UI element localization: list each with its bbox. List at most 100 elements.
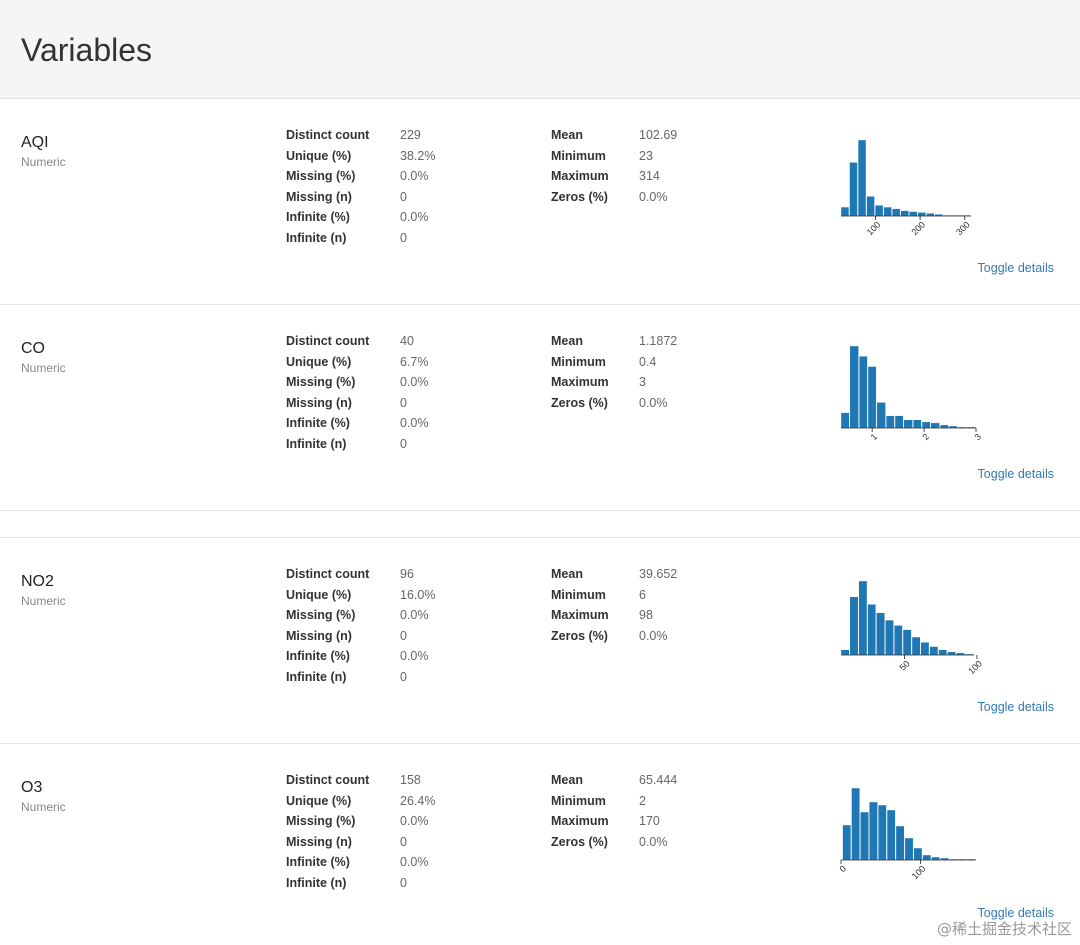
- stat-value: 2: [639, 793, 646, 808]
- toggle-details-link[interactable]: Toggle details: [977, 467, 1054, 481]
- stat-value: 0: [400, 189, 407, 204]
- histogram-bar: [876, 612, 885, 656]
- stats-table-summary: Mean 39.652 Minimum 6 Maximum 98 Zeros (%) 0.0%: [551, 564, 677, 646]
- histogram-bar: [930, 422, 940, 429]
- histogram-bar: [904, 837, 914, 861]
- stat-row: Zeros (%) 0.0%: [551, 187, 677, 208]
- histogram-bar: [894, 625, 903, 656]
- stat-label: Maximum: [551, 608, 609, 623]
- histogram-bar: [849, 162, 858, 217]
- stat-label: Unique (%): [286, 354, 352, 369]
- stat-row: Mean 102.69: [551, 125, 677, 146]
- stat-label: Missing (n): [286, 189, 352, 204]
- stat-label: Infinite (%): [286, 855, 350, 870]
- histogram-bar: [857, 139, 867, 217]
- stats-table-basic: Distinct count 40 Unique (%) 6.7% Missing (%…: [286, 331, 429, 454]
- stat-value: 0.0%: [400, 649, 429, 664]
- histogram-bar: [895, 825, 905, 861]
- stat-row: Infinite (n) 0: [286, 434, 429, 455]
- stat-label: Unique (%): [286, 148, 352, 163]
- stat-row: Infinite (%) 0.0%: [286, 207, 435, 228]
- histogram-bar: [876, 402, 886, 429]
- variable-name: CO: [21, 340, 45, 357]
- stat-label: Zeros (%): [551, 395, 608, 410]
- toggle-details-link[interactable]: Toggle details: [977, 700, 1054, 714]
- stat-label: Maximum: [551, 814, 609, 829]
- stat-row: Unique (%) 6.7%: [286, 352, 429, 373]
- stat-label: Infinite (%): [286, 649, 350, 664]
- histogram-bar: [938, 649, 948, 656]
- histogram-bar: [885, 415, 895, 429]
- histogram-bar: [866, 196, 875, 217]
- stat-row: Missing (n) 0: [286, 187, 435, 208]
- variable-section: AQI Numeric Distinct count 229 Unique (%) 38.…: [0, 99, 1080, 299]
- variable-type: Numeric: [21, 800, 66, 814]
- variable-section: NO2 Numeric Distinct count 96 Unique (%) 16.0…: [0, 538, 1080, 738]
- stat-value: 0: [400, 834, 407, 849]
- stat-value: 0.0%: [400, 169, 429, 184]
- stats-table-summary: Mean 65.444 Minimum 2 Maximum 170 Zeros (%) 0.0…: [551, 770, 677, 852]
- stats-table-basic: Distinct count 158 Unique (%) 26.4% Missing …: [286, 770, 435, 893]
- variable-name: O3: [21, 779, 43, 796]
- histogram-bar: [842, 824, 852, 861]
- stat-row: Infinite (%) 0.0%: [286, 646, 435, 667]
- stat-label: Zeros (%): [551, 628, 608, 643]
- stat-row: Zeros (%) 0.0%: [551, 626, 677, 647]
- stat-row: Distinct count 40: [286, 331, 429, 352]
- stat-value: 0: [400, 395, 407, 410]
- histogram-bar: [922, 854, 932, 861]
- stat-row: Minimum 23: [551, 146, 677, 167]
- histogram-bar: [902, 629, 912, 656]
- stat-value: 0: [400, 436, 407, 451]
- histogram-bar: [877, 804, 887, 861]
- stat-value: 39.652: [639, 567, 678, 582]
- stat-value: 65.444: [639, 773, 678, 788]
- histogram-bar: [840, 412, 850, 429]
- stat-label: Unique (%): [286, 587, 352, 602]
- x-tick-label: 200: [909, 220, 927, 238]
- stat-value: 6.7%: [400, 354, 429, 369]
- stat-value: 0.0%: [400, 855, 429, 870]
- stat-value: 0.0%: [400, 416, 429, 431]
- stat-row: Infinite (%) 0.0%: [286, 852, 435, 873]
- histogram-bar: [858, 580, 868, 656]
- stat-label: Missing (%): [286, 814, 356, 829]
- stat-label: Missing (n): [286, 395, 352, 410]
- x-tick-label: 2: [921, 432, 932, 443]
- stat-value: 0.0%: [639, 628, 668, 643]
- stat-label: Missing (n): [286, 834, 352, 849]
- stat-value: 23: [639, 148, 653, 163]
- stat-label: Minimum: [551, 587, 606, 602]
- histogram-bar: [840, 206, 850, 217]
- stat-label: Mean: [551, 567, 583, 582]
- x-tick-label: 50: [898, 659, 912, 673]
- stat-row: Zeros (%) 0.0%: [551, 832, 677, 853]
- variable-name: NO2: [21, 573, 54, 590]
- stat-row: Distinct count 96: [286, 564, 435, 585]
- stat-value: 0: [400, 628, 407, 643]
- row-divider: [0, 304, 1080, 305]
- stat-row: Distinct count 158: [286, 770, 435, 791]
- histogram-bar: [869, 801, 878, 861]
- stat-row: Missing (n) 0: [286, 393, 429, 414]
- stat-label: Maximum: [551, 375, 609, 390]
- stat-row: Distinct count 229: [286, 125, 435, 146]
- histogram-bar: [931, 856, 941, 861]
- stat-value: 0.0%: [400, 210, 429, 225]
- toggle-details-link[interactable]: Toggle details: [977, 906, 1054, 920]
- histogram-bar: [909, 211, 918, 217]
- row-divider: [0, 510, 1080, 511]
- toggle-details-link[interactable]: Toggle details: [977, 261, 1054, 275]
- stats-table-summary: Mean 102.69 Minimum 23 Maximum 314 Zeros (%) 0.…: [551, 125, 677, 207]
- stat-label: Zeros (%): [551, 834, 608, 849]
- stat-value: 1.1872: [639, 334, 678, 349]
- histogram-chart: 0 100: [837, 787, 976, 881]
- stat-label: Minimum: [551, 148, 606, 163]
- histogram-bar: [926, 213, 935, 217]
- stat-row: Unique (%) 16.0%: [286, 585, 435, 606]
- stat-label: Missing (%): [286, 169, 356, 184]
- histogram-bar: [913, 847, 923, 861]
- page-title: Variables: [21, 32, 153, 68]
- stat-label: Infinite (n): [286, 669, 347, 684]
- x-tick-label: 0: [837, 864, 848, 875]
